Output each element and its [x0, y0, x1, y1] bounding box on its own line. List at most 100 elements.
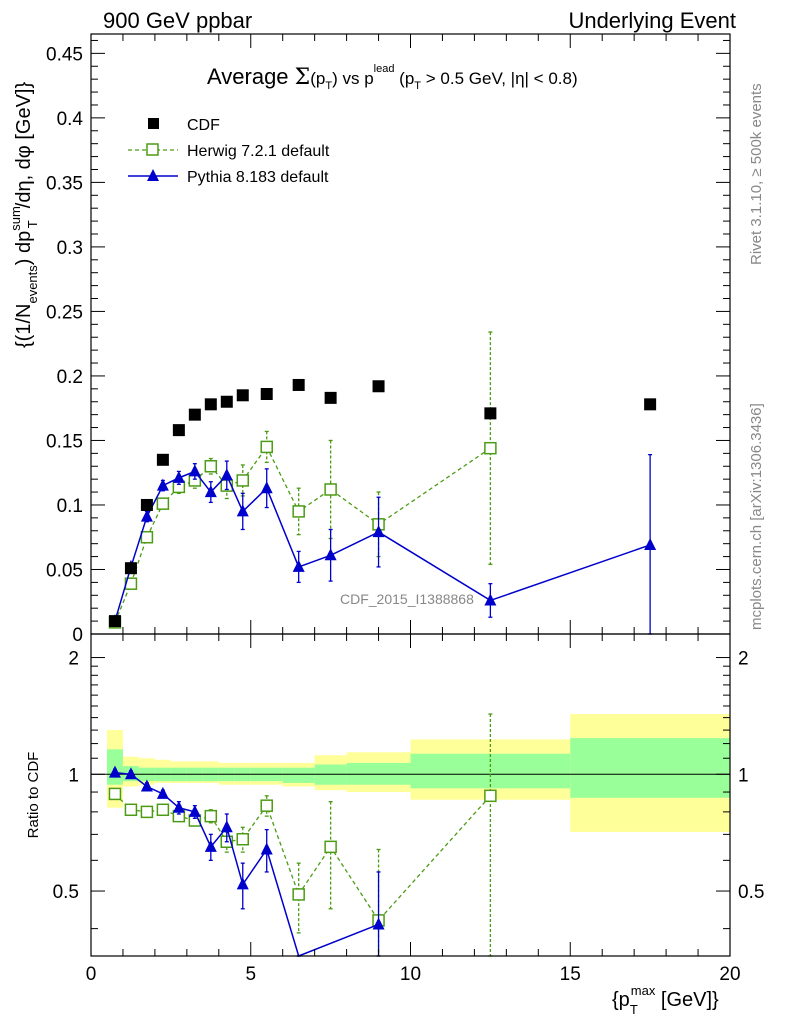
- ratio-axis-ticks: 0.5 0.51 12 20 5 10 15 20: [53, 634, 764, 985]
- ratio-herwig-point: [484, 789, 497, 803]
- x-tick-label: 0: [86, 964, 97, 985]
- ratio-pythia-point: [156, 786, 169, 799]
- ratio-pythia-point: [140, 779, 153, 792]
- main-pythia-point: [156, 478, 169, 491]
- main-pythia-point: [372, 525, 385, 538]
- main-pythia-point: [484, 593, 497, 606]
- main-pythia-point: [260, 481, 273, 494]
- main-cdf-point: [324, 391, 337, 404]
- main-cdf-point: [172, 424, 185, 437]
- main-herwig-point: [204, 460, 218, 473]
- ratio-herwig-line: [114, 793, 491, 922]
- ratio-pythia-point: [172, 800, 185, 813]
- legend-cdf-label: CDF: [187, 117, 220, 134]
- main-pythia-point: [204, 485, 217, 498]
- ratio-pythia-point: [124, 767, 137, 780]
- ratio-pythia-point: [220, 820, 233, 833]
- main-herwig-point: [156, 497, 170, 510]
- ratio-y-tick-label: 1: [68, 765, 79, 786]
- main-pythia-point: [188, 464, 201, 477]
- ratio-pythia-point: [188, 804, 201, 817]
- main-pythia-point: [324, 548, 337, 561]
- ratio-y-tick-label-right: 0.5: [738, 882, 764, 903]
- main-y-tick-label: 0.2: [57, 367, 83, 388]
- main-cdf-point: [188, 408, 201, 421]
- main-y-tick-label: 0.05: [46, 560, 83, 581]
- main-pythia-point: [140, 509, 153, 522]
- main-y-tick-label: 0.4: [57, 109, 84, 130]
- ratio-y-axis-label: Ratio to CDF: [25, 752, 42, 839]
- ratio-pythia-point: [108, 765, 121, 778]
- ratio-pythia-line: [114, 771, 379, 957]
- main-cdf-point: [204, 398, 217, 411]
- analysis-label: CDF_2015_I1388868: [340, 591, 474, 607]
- main-title: Average Σ(pT) vs plead (pT > 0.5 GeV, |η…: [207, 63, 578, 92]
- mcplots-label: mcplots.cern.ch [arXiv:1306.3436]: [748, 403, 765, 630]
- main-pythia-point: [644, 537, 657, 550]
- ratio-pythia-point: [236, 877, 249, 890]
- main-cdf-point: [220, 395, 233, 408]
- main-axis-ticks: 0 0.05 0.1 0.15 0.2 0.25 0.3 0.35 0.4 0.45: [46, 34, 731, 646]
- main-herwig-point: [236, 474, 250, 487]
- main-y-tick-label: 0.25: [46, 302, 83, 323]
- main-herwig-point: [140, 530, 154, 544]
- legend-cdf-marker: [148, 118, 159, 129]
- rivet-label: Rivet 3.1.10, ≥ 500k events: [748, 83, 765, 265]
- ratio-herwig-point: [124, 803, 138, 817]
- ratio-herwig-point: [140, 805, 154, 819]
- main-y-tick-label: 0.3: [57, 238, 83, 259]
- main-cdf-point: [292, 378, 305, 391]
- x-tick-label: 5: [245, 964, 256, 985]
- legend: CDF Herwig 7.2.1 default Pythia 8.183 de…: [128, 117, 330, 186]
- x-tick-label: 20: [719, 964, 740, 985]
- main-herwig-point: [260, 440, 273, 454]
- main-cdf-point: [156, 453, 169, 466]
- ratio-herwig-point: [108, 787, 122, 801]
- main-cdf-point: [644, 398, 657, 411]
- main-herwig-point: [292, 505, 305, 518]
- main-y-tick-label: 0.35: [46, 173, 83, 194]
- main-herwig-point: [484, 441, 497, 455]
- ratio-herwig-point: [260, 799, 273, 812]
- x-tick-label: 10: [400, 964, 421, 985]
- main-cdf-point: [484, 407, 497, 420]
- main-cdf-point: [124, 562, 137, 575]
- legend-pythia-marker: [147, 169, 159, 181]
- main-cdf-point: [260, 388, 273, 400]
- header-right: Underlying Event: [568, 8, 736, 33]
- ratio-herwig-point: [156, 803, 170, 817]
- ratio-band-green: [282, 767, 315, 783]
- ratio-herwig-point: [236, 832, 250, 846]
- ratio-y-tick-label: 2: [68, 649, 79, 670]
- main-cdf-point: [140, 498, 153, 511]
- main-cdf-point: [372, 380, 385, 393]
- legend-pythia-label: Pythia 8.183 default: [187, 169, 329, 186]
- legend-herwig-label: Herwig 7.2.1 default: [187, 143, 330, 160]
- ratio-herwig-point: [204, 809, 218, 823]
- ratio-y-tick-label-right: 2: [738, 649, 749, 670]
- main-cdf-point: [236, 389, 249, 402]
- main-pythia-point: [236, 504, 249, 517]
- ratio-y-tick-label: 0.5: [53, 882, 79, 903]
- ratio-herwig-point: [324, 840, 337, 854]
- ratio-herwig-point: [292, 888, 305, 901]
- ratio-marks: [108, 713, 497, 957]
- main-y-tick-label: 0.45: [46, 44, 83, 65]
- main-y-tick-label: 0.1: [57, 496, 83, 517]
- ratio-panel: 0.5 0.51 12 20 5 10 15 20 Ratio to CDF {pTmax […: [25, 633, 764, 1017]
- x-tick-label: 15: [560, 964, 581, 985]
- legend-herwig-marker: [146, 143, 159, 156]
- main-y-axis-label: {(1/Nevents) dpsum T/dη, dφ [GeV]}: [8, 82, 40, 348]
- main-herwig-point: [324, 483, 337, 496]
- ratio-band-green: [570, 738, 730, 798]
- ratio-pythia-point: [260, 842, 273, 855]
- main-cdf-point: [108, 615, 121, 628]
- ratio-bands: [91, 714, 730, 832]
- main-panel: 0 0.05 0.1 0.15 0.2 0.25 0.3 0.35 0.4 0.45 Averag…: [8, 33, 731, 646]
- main-y-tick-label: 0: [72, 625, 83, 646]
- main-y-tick-label: 0.15: [46, 431, 83, 452]
- x-axis-label: {pTmax [GeV]}: [612, 983, 719, 1017]
- ratio-y-tick-label-right: 1: [738, 765, 749, 786]
- main-marks: [108, 331, 657, 635]
